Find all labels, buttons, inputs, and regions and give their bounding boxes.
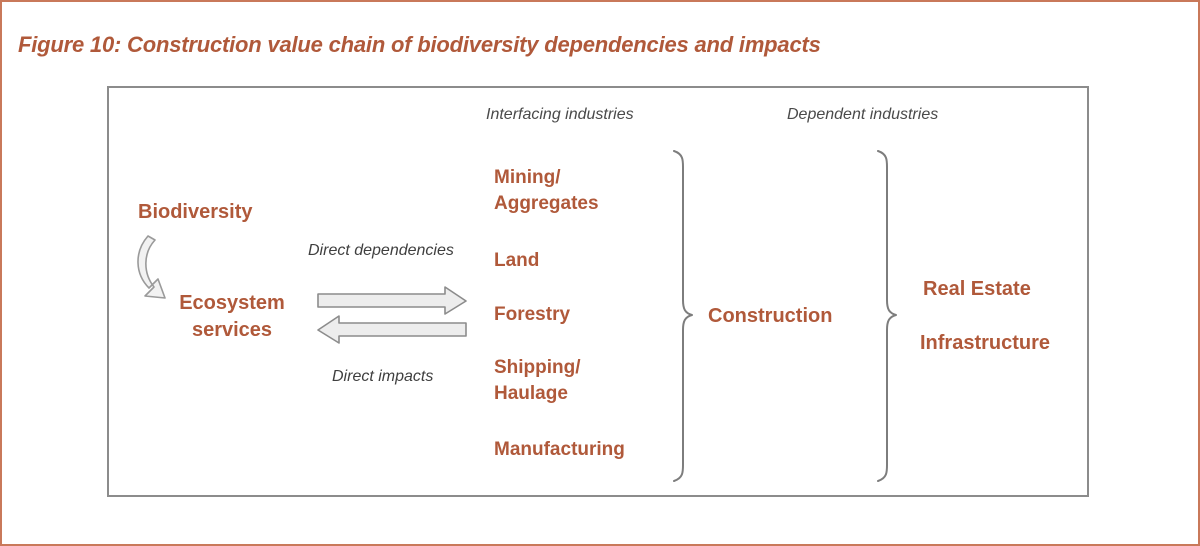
column-header-interfacing-industries: Interfacing industries [486, 106, 634, 123]
interfacing-industry-mining-aggregates: Mining/ Aggregates [494, 167, 599, 214]
interfacing-industry-manufacturing: Manufacturing [494, 439, 625, 460]
caption-direct-impacts: Direct impacts [332, 368, 434, 385]
dependent-industry-infrastructure: Infrastructure [920, 332, 1051, 354]
label-construction: Construction [708, 305, 833, 327]
diagram-frame [107, 86, 1089, 497]
column-header-dependent-industries: Dependent industries [787, 106, 939, 123]
caption-direct-dependencies: Direct dependencies [308, 242, 454, 259]
figure-title: Figure 10: Construction value chain of b… [18, 32, 821, 57]
interfacing-industry-forestry: Forestry [494, 304, 571, 325]
label-ecosystem-services: Ecosystem services [179, 292, 285, 341]
label-biodiversity: Biodiversity [138, 201, 253, 223]
interfacing-industry-shipping-haulage: Shipping/ Haulage [494, 357, 581, 404]
dependent-industry-real-estate: Real Estate [923, 278, 1031, 300]
interfacing-industry-land: Land [494, 250, 540, 271]
